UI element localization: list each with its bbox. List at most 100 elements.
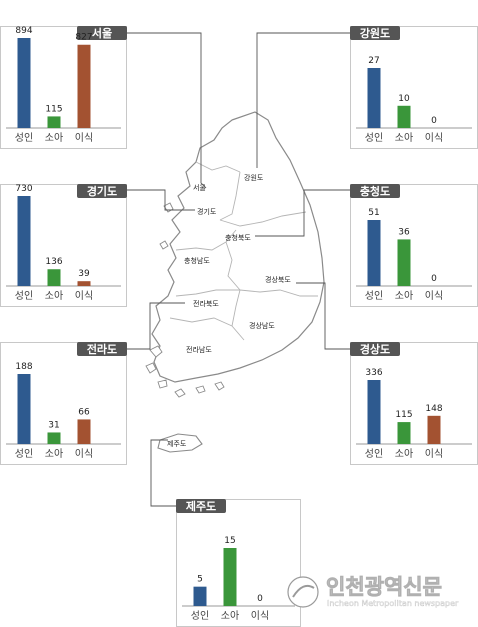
panel-title-chungcheong: 충청도 <box>360 184 390 198</box>
value-label-gyeonggi-adult: 730 <box>15 184 32 194</box>
value-label-gyeongsang-transplant: 148 <box>425 404 442 414</box>
map-labels: 서울 경기도 강원도 충청북도 충청남도 경상북도 전라북도 경상남도 전라남도… <box>167 173 291 448</box>
category-label-jeju-child: 소아 <box>221 610 239 622</box>
category-label-gangwon-transplant: 이식 <box>425 132 443 144</box>
panel-seoul: 서울 894 성인 115 소아 827 이식 <box>0 26 127 149</box>
panel-chungcheong: 충청도 51 성인 36 소아 0 이식 <box>350 184 478 307</box>
leader-line-jeju <box>150 439 176 507</box>
bar-chungcheong-child <box>397 239 411 286</box>
leader-line-gyeonggi <box>127 189 195 211</box>
map-label-gyeonggi: 경기도 <box>197 207 217 216</box>
watermark-logo-icon <box>287 576 319 608</box>
watermark: 인천광역신문 Incheon Metropolitan newspaper <box>287 575 459 608</box>
value-label-gangwon-child: 10 <box>398 94 410 104</box>
value-label-seoul-child: 115 <box>45 104 62 114</box>
panel-tab-gyeonggi <box>77 184 127 198</box>
category-label-gyeonggi-adult: 성인 <box>15 290 33 302</box>
panel-tab-gangwon <box>350 26 400 40</box>
value-label-gyeonggi-child: 136 <box>45 257 62 267</box>
value-label-jeju-transplant: 0 <box>257 594 263 604</box>
korea-mainland-outline <box>151 111 325 383</box>
category-label-jeju-adult: 성인 <box>191 610 209 622</box>
panel-jeolla: 전라도 188 성인 31 소아 66 이식 <box>0 342 127 465</box>
bar-gyeonggi-child <box>47 269 61 286</box>
leader-line-chungcheong <box>255 189 350 237</box>
panel-title-gangwon: 강원도 <box>360 26 390 40</box>
panel-title-gyeonggi: 경기도 <box>87 184 117 198</box>
value-label-chungcheong-adult: 51 <box>368 208 379 218</box>
category-label-jeolla-transplant: 이식 <box>75 448 93 460</box>
category-label-chungcheong-child: 소아 <box>395 290 413 302</box>
map-label-gangwon: 강원도 <box>244 173 264 182</box>
map-label-gyeongbuk: 경상북도 <box>265 275 291 284</box>
province-boundaries <box>169 161 318 341</box>
bar-seoul-transplant <box>77 44 91 128</box>
map-label-jeonbuk: 전라북도 <box>193 299 219 308</box>
panel-title-jeolla: 전라도 <box>87 342 117 356</box>
category-label-gyeongsang-child: 소아 <box>395 448 413 460</box>
category-label-gyeonggi-child: 소아 <box>45 290 63 302</box>
panel-title-gyeongsang: 경상도 <box>360 342 390 356</box>
category-label-seoul-child: 소아 <box>45 132 63 144</box>
value-label-gyeongsang-adult: 336 <box>365 368 382 378</box>
jeju-island-outline <box>157 433 203 453</box>
category-label-jeju-transplant: 이식 <box>251 610 269 622</box>
leader-line-gyeongsang <box>296 282 350 350</box>
value-label-jeolla-adult: 188 <box>15 362 32 372</box>
map-label-jeju: 제주도 <box>167 440 187 448</box>
bar-gyeonggi-adult <box>17 196 31 286</box>
category-label-jeolla-child: 소아 <box>45 448 63 460</box>
panel-gyeonggi: 경기도 730 성인 136 소아 39 이식 <box>0 184 127 307</box>
bar-gangwon-adult <box>367 68 381 128</box>
category-label-gyeonggi-transplant: 이식 <box>75 290 93 302</box>
watermark-logo-swoosh <box>292 584 315 598</box>
value-label-gyeonggi-transplant: 39 <box>78 269 90 279</box>
leader-lines <box>127 32 350 507</box>
panel-tab-gyeongsang <box>350 342 400 356</box>
value-label-jeju-adult: 5 <box>197 575 203 585</box>
panel-tab-seoul <box>77 26 127 40</box>
panel-frame-jeju <box>176 499 301 627</box>
bar-jeolla-child <box>47 432 61 444</box>
category-label-jeolla-adult: 성인 <box>15 448 33 460</box>
category-label-chungcheong-adult: 성인 <box>365 290 383 302</box>
leader-line-gangwon <box>256 32 350 168</box>
panel-tab-jeju <box>176 499 226 513</box>
value-label-jeolla-transplant: 66 <box>78 407 90 417</box>
category-label-chungcheong-transplant: 이식 <box>425 290 443 302</box>
category-label-seoul-transplant: 이식 <box>75 132 93 144</box>
value-label-jeolla-child: 31 <box>48 420 59 430</box>
panel-title-jeju: 제주도 <box>186 499 216 513</box>
bar-seoul-adult <box>17 38 31 128</box>
bar-jeolla-transplant <box>77 419 91 444</box>
category-label-gangwon-adult: 성인 <box>365 132 383 144</box>
bar-jeju-adult <box>193 586 207 606</box>
value-label-chungcheong-transplant: 0 <box>431 274 437 284</box>
value-label-gyeongsang-child: 115 <box>395 410 412 420</box>
panel-tab-jeolla <box>77 342 127 356</box>
category-label-gyeongsang-transplant: 이식 <box>425 448 443 460</box>
category-label-gangwon-child: 소아 <box>395 132 413 144</box>
value-label-seoul-adult: 894 <box>15 26 32 36</box>
coastal-islands <box>145 202 225 398</box>
leader-line-seoul <box>127 32 207 189</box>
panel-jeju: 제주도 5 성인 15 소아 0 이식 <box>176 499 301 627</box>
map-label-chungnam: 충청남도 <box>184 256 210 265</box>
watermark-name: 인천광역신문 <box>326 575 442 599</box>
watermark-subtitle: Incheon Metropolitan newspaper <box>327 599 459 608</box>
panel-gangwon: 강원도 27 성인 10 소아 0 이식 <box>350 26 478 149</box>
value-label-seoul-transplant: 827 <box>75 33 92 43</box>
value-label-jeju-child: 15 <box>224 536 235 546</box>
map-label-seoul: 서울 <box>193 183 206 192</box>
bar-gyeongsang-adult <box>367 380 381 444</box>
bar-gyeongsang-transplant <box>427 415 441 444</box>
region-panels: 서울894성인115소아827이식강원도27성인10소아0이식경기도730성인1… <box>0 26 478 627</box>
category-label-seoul-adult: 성인 <box>15 132 33 144</box>
value-label-chungcheong-child: 36 <box>398 227 410 237</box>
panel-tab-chungcheong <box>350 184 400 198</box>
leader-line-jeolla <box>127 302 185 350</box>
bar-gyeongsang-child <box>397 422 411 444</box>
korea-map: 서울 경기도 강원도 충청북도 충청남도 경상북도 전라북도 경상남도 전라남도… <box>145 111 325 453</box>
value-label-gangwon-adult: 27 <box>368 56 379 66</box>
